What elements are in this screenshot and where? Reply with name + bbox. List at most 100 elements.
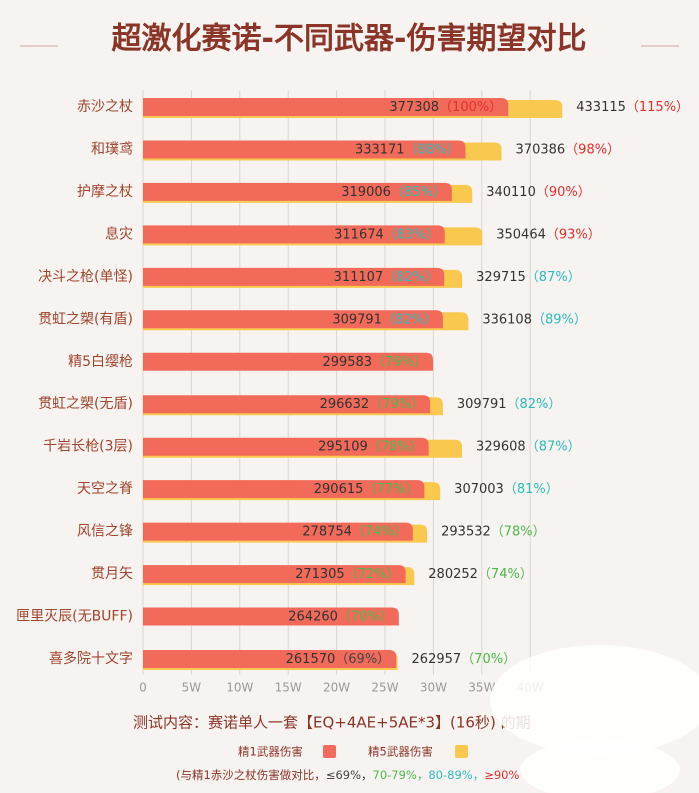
value-label: 264260 (288, 609, 338, 624)
value-label: 278754 (302, 524, 352, 539)
value-label: 290615 (314, 482, 364, 497)
legend-label: 精1武器伤害 (238, 745, 303, 759)
value-label: 340110 (486, 184, 536, 199)
percent-label: （82%） (382, 312, 437, 327)
percent-label: （74%） (478, 567, 533, 582)
bar (143, 395, 431, 414)
chart-title: 超激化赛诺-不同武器-伤害期望对比 (112, 22, 587, 57)
percent-label: （82%） (383, 269, 438, 284)
data-label: 311107（82%） (334, 269, 439, 284)
bar (143, 267, 445, 286)
value-label: 295109 (318, 439, 368, 454)
note-part: ≥90% (484, 768, 519, 782)
note-part: 80-89%， (428, 768, 484, 782)
bar (143, 98, 509, 116)
y-tick-label: 护摩之杖 (77, 183, 133, 200)
percent-label: （72%） (345, 567, 400, 582)
data-label: 333171（88%） (355, 142, 460, 157)
footnote: 测试内容：赛诺单人一套【EQ+4AE+5AE*3】(16秒) 的期 (133, 714, 531, 732)
percent-label: （83%） (384, 227, 439, 242)
percent-label: （70%） (338, 609, 393, 624)
percent-label: （98%） (565, 142, 620, 157)
data-label: 262957（70%） (412, 652, 517, 667)
y-tick-label: 匣里灭辰(无BUFF) (16, 609, 133, 625)
value-label: 319006 (341, 184, 391, 199)
value-label: 329608 (476, 439, 526, 454)
value-label: 309791 (332, 312, 382, 327)
note: (与精1赤沙之杖伤害做对比，≤69%，70-79%，80-89%，≥90% (176, 768, 519, 782)
legend: 精1武器伤害 精5武器伤害 (238, 745, 468, 759)
y-tick-label: 天空之脊 (77, 481, 133, 497)
percent-label: （87%） (526, 439, 581, 454)
data-label: 433115（115%） (576, 100, 689, 115)
y-tick-label: 风信之锋 (77, 524, 133, 540)
value-label: 293532 (441, 524, 491, 539)
data-label: 299583（79%） (322, 354, 427, 369)
bar (143, 182, 452, 201)
percent-label: （93%） (546, 227, 601, 242)
title-backdrop (58, 20, 641, 60)
value-label: 311107 (334, 269, 384, 284)
y-tick-label: 贯虹之槊(无盾) (38, 396, 133, 412)
data-label: 296632（79%） (320, 397, 425, 412)
y-tick-label: 贯月矢 (91, 566, 133, 582)
data-label: 264260（70%） (288, 609, 393, 624)
bar (143, 650, 397, 668)
y-tick-label: 和璞鸢 (91, 141, 133, 157)
data-label: 329608（87%） (476, 439, 581, 454)
value-label: 336108 (482, 312, 532, 327)
data-label: 278754（74%） (302, 524, 407, 539)
percent-label: （87%） (526, 269, 581, 284)
percent-label: （100%） (439, 100, 502, 115)
bar (143, 522, 413, 541)
data-label: 350464（93%） (496, 227, 601, 242)
value-label: 280252 (428, 567, 478, 582)
percent-label: （74%） (352, 524, 407, 539)
value-label: 433115 (576, 100, 626, 115)
percent-label: （78%） (491, 524, 546, 539)
data-label: 290615（77%） (314, 482, 419, 497)
note-part: ≤69%， (326, 768, 373, 782)
watermark (490, 645, 699, 755)
note-part: 70-79%， (373, 768, 429, 782)
value-label: 296632 (320, 397, 370, 412)
x-tick-label: 5W (182, 681, 202, 695)
bar (143, 607, 399, 626)
data-label: 295109（78%） (318, 439, 423, 454)
bar (143, 310, 443, 329)
percent-label: （77%） (363, 482, 418, 497)
value-label: 329715 (476, 269, 526, 284)
y-tick-label: 赤沙之杖 (77, 99, 133, 115)
data-label: 271305（72%） (295, 567, 400, 582)
y-tick-label: 决斗之枪(单怪) (38, 268, 133, 285)
y-tick-label: 精5白缨枪 (68, 353, 133, 370)
x-tick-label: 10W (226, 681, 253, 695)
percent-label: （82%） (507, 397, 562, 412)
value-label: 370386 (516, 142, 566, 157)
legend-swatch (455, 745, 468, 758)
value-label: 377308 (389, 100, 439, 115)
percent-label: （81%） (504, 482, 559, 497)
y-tick-label: 喜多院十文字 (49, 650, 133, 667)
data-label: 309791（82%） (457, 397, 562, 412)
y-tick-label: 贯虹之槊(有盾) (38, 311, 133, 327)
percent-label: （88%） (405, 142, 460, 157)
x-tick-label: 0 (139, 681, 147, 695)
percent-label: （90%） (536, 184, 591, 199)
x-tick-label: 35W (468, 681, 495, 695)
data-label: 336108（89%） (482, 312, 587, 327)
data-label: 293532（78%） (441, 524, 546, 539)
percent-label: （115%） (626, 100, 689, 115)
bar (143, 480, 425, 499)
percent-label: （70%） (461, 652, 516, 667)
percent-label: （79%） (372, 354, 427, 369)
value-label: 333171 (355, 142, 405, 157)
percent-label: （69%） (335, 652, 390, 667)
value-label: 271305 (295, 567, 345, 582)
value-label: 261570 (286, 652, 336, 667)
x-tick-label: 20W (323, 681, 350, 695)
watermark (520, 740, 680, 793)
data-label: 319006（85%） (341, 184, 446, 199)
legend-swatch (323, 745, 336, 758)
value-label: 309791 (457, 397, 507, 412)
